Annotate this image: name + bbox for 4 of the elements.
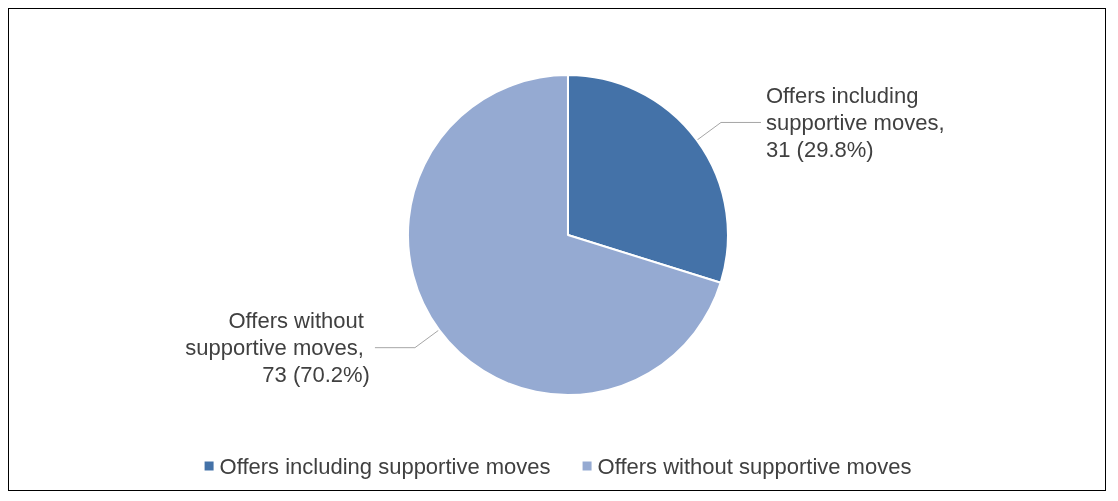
legend-label: Offers including supportive moves <box>219 453 551 479</box>
legend-label: Offers without supportive moves <box>597 453 912 479</box>
data-label: Offers without supportive moves, 73 (70.2%) <box>185 308 370 388</box>
data-label: Offers including supportive moves, 31 (29.8%) <box>766 82 951 162</box>
